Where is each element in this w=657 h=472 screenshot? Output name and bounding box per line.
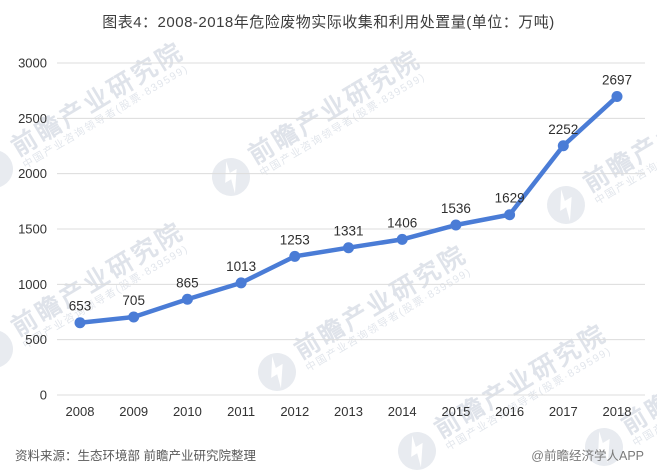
x-axis-tick-label: 2010 (173, 404, 202, 419)
x-axis-tick-label: 2018 (603, 404, 632, 419)
source-note: 资料来源：生态环境部 前瞻产业研究院整理 (15, 449, 256, 463)
data-point (504, 209, 516, 221)
y-axis-tick-label: 500 (25, 332, 47, 347)
data-point (74, 317, 86, 329)
y-axis-tick-label: 2000 (18, 166, 47, 181)
data-label: 865 (176, 275, 199, 290)
data-label: 1013 (226, 259, 256, 274)
y-axis-tick-label: 3000 (18, 56, 47, 71)
data-point (450, 219, 462, 231)
data-point (181, 293, 193, 305)
data-point (289, 250, 301, 262)
series-line (77, 94, 620, 325)
chart-title: 图表4：2008-2018年危险废物实际收集和利用处置量(单位：万吨) (102, 14, 555, 31)
data-point (611, 91, 623, 103)
data-label: 705 (122, 293, 145, 308)
data-point (343, 242, 354, 254)
data-point (128, 311, 140, 323)
x-axis-tick-label: 2017 (549, 404, 578, 419)
y-axis-tick-label: 2500 (18, 111, 47, 126)
x-axis-tick-label: 2011 (227, 404, 255, 419)
x-axis-tick-label: 2015 (441, 404, 470, 419)
y-axis-tick-label: 1000 (18, 277, 47, 292)
data-label: 1629 (495, 191, 525, 206)
data-label: 1406 (387, 215, 417, 230)
data-point (235, 277, 247, 289)
x-axis-tick-label: 2008 (66, 404, 95, 419)
y-axis-tick-label: 1500 (18, 222, 47, 237)
credit-note: @前瞻经济学人APP (531, 449, 644, 463)
data-point (396, 233, 408, 245)
data-label: 2252 (548, 122, 578, 137)
watermark-logo-icon (398, 432, 437, 471)
y-axis-tick-label: 0 (40, 388, 47, 403)
line-chart: 0 500 1000 1500 2000 2500 3000 2008 2009 2010 2011… (18, 56, 645, 419)
x-axis-tick-label: 2013 (334, 404, 363, 419)
data-label: 653 (69, 299, 92, 314)
x-axis-tick-label: 2009 (119, 404, 148, 419)
x-axis-tick-label: 2012 (280, 404, 309, 419)
data-label: 2697 (602, 73, 632, 88)
x-axis-tick-label: 2014 (388, 404, 417, 419)
data-label: 1536 (441, 201, 471, 216)
x-axis-tick-label: 2016 (495, 404, 524, 419)
data-label: 1331 (333, 224, 363, 239)
data-point (557, 140, 569, 152)
data-label: 1253 (280, 232, 310, 247)
